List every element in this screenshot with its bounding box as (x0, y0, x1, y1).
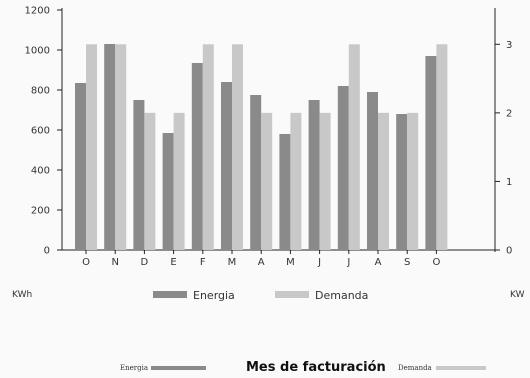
footer-energia-swatch (151, 366, 206, 370)
right-tick-label: 2 (506, 108, 512, 119)
left-axis-unit: KWh (12, 290, 32, 300)
x-tick-label: O (432, 257, 440, 268)
x-tick-label: J (317, 257, 321, 268)
left-y-ticks: 0 200 400 600 800 1000 1200 (25, 6, 62, 257)
x-tick-label: J (346, 257, 350, 268)
left-tick-label: 1000 (25, 46, 50, 57)
right-tick-label: 1 (506, 177, 512, 188)
bar-demanda (349, 44, 360, 250)
bar-energia (279, 134, 290, 250)
bar-energia (104, 44, 115, 250)
bar-energia (338, 86, 349, 250)
x-tick-label: M (286, 257, 295, 268)
bar-demanda (290, 113, 301, 250)
bar-demanda (407, 113, 418, 250)
bar-demanda (320, 113, 331, 250)
bar-energia (192, 63, 203, 250)
bar-demanda (144, 113, 155, 250)
footer-title: Mes de facturación (246, 360, 386, 375)
bar-energia (221, 82, 232, 250)
right-axis-unit: KW (510, 290, 525, 300)
x-tick-label: A (375, 257, 382, 268)
x-tick-label: E (170, 257, 176, 268)
bar-energia (309, 100, 320, 250)
x-tick-label: M (228, 257, 237, 268)
x-tick-label: S (404, 257, 410, 268)
x-tick-label: A (258, 257, 265, 268)
bar-demanda (436, 44, 447, 250)
left-tick-label: 800 (31, 86, 50, 97)
right-y-ticks: 0 1 2 3 (495, 40, 512, 257)
left-tick-label: 0 (44, 246, 50, 257)
left-tick-label: 200 (31, 206, 50, 217)
footer-demanda-label: Demanda (398, 364, 432, 372)
legend-label-demanda: Demanda (315, 289, 368, 302)
bar-energia (250, 95, 261, 250)
bar-energia (396, 114, 407, 250)
bar-energia (425, 56, 436, 250)
x-tick-label: O (82, 257, 90, 268)
legend-label-energia: Energia (193, 289, 235, 302)
right-tick-label: 0 (506, 246, 512, 257)
left-tick-label: 600 (31, 126, 50, 137)
bar-energia (367, 92, 378, 250)
x-tick-label: N (111, 257, 118, 268)
legend-swatch-energia (153, 291, 187, 298)
footer-energia-label: Energia (120, 364, 148, 372)
bar-demanda (261, 113, 272, 250)
bar-energia (133, 100, 144, 250)
footer: Energia Mes de facturación Demanda (120, 360, 486, 375)
bar-demanda (203, 44, 214, 250)
left-tick-label: 400 (31, 166, 50, 177)
bar-demanda (232, 44, 243, 250)
bar-energia (163, 133, 174, 250)
bar-demanda (378, 113, 389, 250)
bar-demanda (86, 44, 97, 250)
legend-swatch-demanda (275, 291, 309, 298)
x-tick-label: D (141, 257, 149, 268)
bar-energia (75, 83, 86, 250)
bar-demanda (115, 44, 126, 250)
bar-demanda (174, 113, 185, 250)
x-tick-label: F (200, 257, 206, 268)
right-tick-label: 3 (506, 40, 512, 51)
legend: Energia Demanda (153, 289, 368, 302)
bars (75, 44, 447, 250)
left-tick-label: 1200 (25, 6, 50, 17)
footer-demanda-swatch (436, 366, 486, 370)
